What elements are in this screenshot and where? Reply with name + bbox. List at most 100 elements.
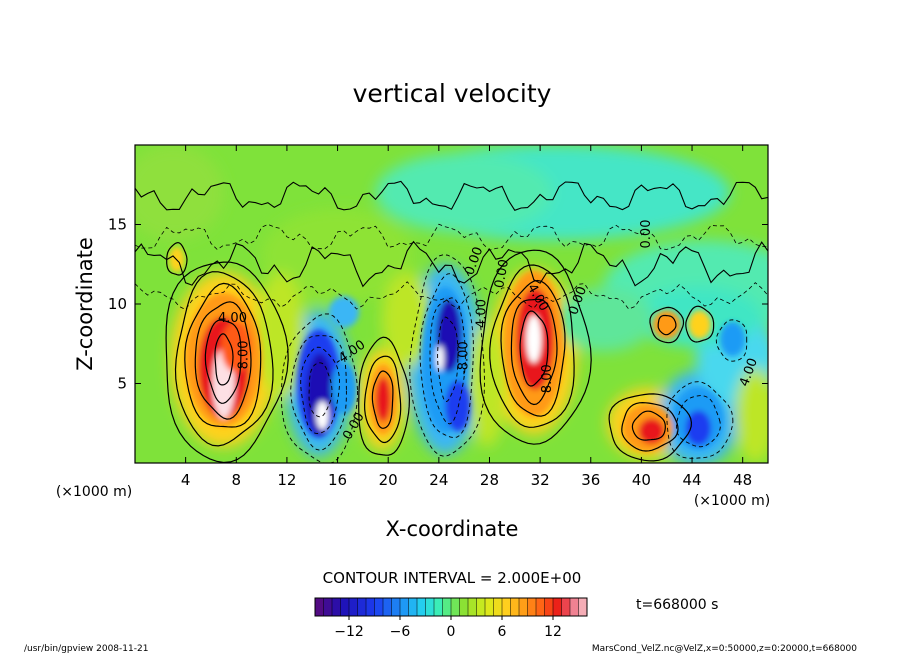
contour-line [519, 310, 549, 387]
x-tick-label: 32 [531, 471, 550, 489]
plot-area: 4.008.00 -4.000.00-8.004.000.00 0.000.004.… [135, 145, 768, 463]
colorbar-cell [553, 598, 562, 616]
colorbar-tick-label: 0 [447, 624, 456, 640]
x-tick-label: 28 [480, 471, 499, 489]
colorbar-cell [468, 598, 477, 616]
x-tick-label: 36 [581, 471, 600, 489]
contour-line [214, 333, 234, 386]
x-tick-label: 24 [429, 471, 448, 489]
x-tick-label: 4 [181, 471, 191, 489]
contour-line [165, 261, 289, 463]
field-core [331, 362, 357, 414]
contour-line [437, 316, 459, 402]
field-blob [735, 367, 768, 463]
colorbar-tick-label: 6 [498, 624, 507, 640]
field-blob [375, 152, 553, 233]
contour-line [135, 180, 768, 211]
contour-line [621, 401, 679, 452]
contour-line [358, 336, 411, 456]
colorbar-cell [417, 598, 426, 616]
field-core [316, 400, 329, 430]
x-tick-label: 40 [632, 471, 651, 489]
contour-line [631, 410, 666, 441]
y-tick-label: 10 [108, 295, 127, 313]
velocity-cores [169, 246, 746, 452]
x-axis-label: X-coordinate [386, 517, 519, 541]
colorbar-cell [357, 598, 367, 616]
colorbar-cell [485, 598, 494, 616]
field-core [688, 310, 712, 339]
colorbar-cell [527, 598, 537, 616]
field-core [719, 321, 746, 357]
contour-line [135, 223, 768, 251]
colorbar-cell [374, 598, 384, 616]
colorbar-cell [340, 598, 350, 616]
x-tick-label: 48 [733, 471, 752, 489]
field-blob [261, 208, 414, 304]
contour-line [308, 362, 333, 418]
contour-label: 0.00 [639, 220, 654, 249]
contour-line [608, 393, 693, 462]
footer-left: /usr/bin/gpview 2008-11-21 [24, 644, 148, 654]
footer-right: MarsCond_VelZ.nc@VelZ,x=0:50000,z=0:2000… [592, 644, 857, 654]
contour-line [204, 319, 242, 404]
colorbar-cell [442, 598, 452, 616]
contour-label: 8.00 [540, 364, 555, 393]
contour-line [500, 279, 566, 417]
contour-line [666, 381, 734, 459]
colorbar-cell [391, 598, 401, 616]
contour-line [419, 273, 474, 439]
x-unit-left: (×1000 m) [56, 484, 132, 500]
colorbar-tick-label: −6 [390, 624, 411, 640]
field-core [328, 296, 360, 328]
contour-label: 8.00 [236, 340, 251, 369]
contour-line [363, 355, 402, 444]
field-core [526, 315, 542, 363]
x-tick-label: 44 [682, 471, 701, 489]
colorbar-cell [578, 598, 588, 616]
field-blob [466, 319, 508, 448]
contour-line [510, 298, 558, 406]
x-axis: 4 8 12 16 20 24 28 32 36 40 44 48 [181, 145, 752, 489]
contour-line [429, 297, 466, 425]
contour-lines [135, 180, 768, 463]
colorbar-cell [434, 598, 443, 616]
colorbar-cell [493, 598, 503, 616]
contour-line [649, 306, 685, 344]
colorbar-cell [519, 598, 528, 616]
contour-label: 4.00 [474, 299, 489, 328]
contour-label-group: 4.008.00 -4.000.00-8.004.000.00 0.000.004.… [218, 220, 761, 443]
colorbar-cell [425, 598, 435, 616]
contour-line [657, 314, 677, 336]
field-core [445, 380, 471, 432]
x-tick-label: 16 [328, 471, 347, 489]
field-core [638, 418, 665, 444]
colorbar-cell [349, 598, 358, 616]
colorbar-cell [510, 598, 520, 616]
contour-label: -8.00 [457, 341, 472, 375]
x-tick-label: 8 [232, 471, 242, 489]
field-core [375, 377, 391, 422]
colorbar-cell [536, 598, 545, 616]
y-tick-label: 5 [117, 375, 127, 393]
y-tick-label: 15 [108, 216, 127, 234]
colorbar: −12 −6 0 6 12 [314, 597, 588, 640]
contour-line [371, 370, 394, 429]
contour-line [479, 249, 592, 445]
colorbar-tick-label: −12 [334, 624, 364, 640]
chart-title: vertical velocity [353, 79, 552, 108]
y-axis: 5 10 15 [108, 216, 768, 393]
field-core [221, 321, 252, 373]
contour-line [409, 254, 485, 457]
x-unit-right: (×1000 m) [694, 493, 770, 509]
contour-interval-text: CONTOUR INTERVAL = 2.000E+00 [323, 569, 582, 587]
field-core [685, 410, 712, 446]
field-blob [135, 145, 224, 241]
colorbar-tick-label: 12 [544, 624, 562, 640]
field-blob [552, 288, 655, 352]
contour-line [675, 395, 721, 448]
x-tick-label: 20 [379, 471, 398, 489]
colorbar-cell [408, 598, 418, 616]
contour-line [184, 282, 262, 428]
